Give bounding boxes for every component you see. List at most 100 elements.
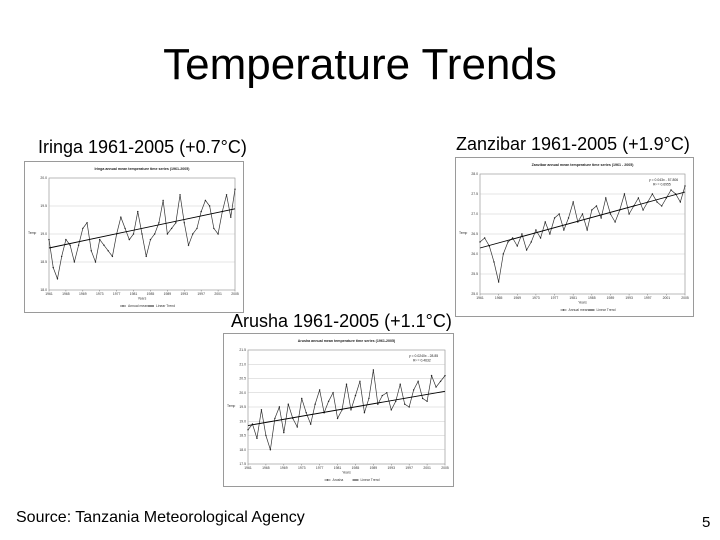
data-point (204, 199, 207, 202)
data-point (544, 221, 546, 223)
legend-label-trend: Linear Trend (597, 308, 616, 312)
data-point (52, 266, 54, 269)
chart-title: Arusha annual mean temperature time seri… (298, 339, 396, 343)
x-axis-label: Years (138, 297, 147, 301)
data-point (301, 397, 303, 400)
data-point (497, 281, 500, 283)
legend-swatch-marker (562, 309, 565, 311)
data-point (637, 197, 640, 199)
y-tick-label: 20.5 (239, 377, 246, 381)
data-point (581, 213, 584, 215)
data-point (269, 449, 272, 451)
legend-swatch-marker (326, 479, 329, 481)
iringa-chart-label: Iringa 1961-2005 (+0.7°C) (38, 137, 247, 157)
page-number: 5 (702, 514, 711, 531)
x-tick-label: 1985 (588, 296, 596, 300)
data-point (314, 403, 316, 405)
data-point (549, 233, 551, 235)
data-point (287, 403, 289, 405)
data-point (318, 389, 321, 391)
legend-label-series: Annual mean (128, 304, 148, 308)
data-point (535, 229, 537, 231)
y-axis-label: Temp (227, 404, 235, 408)
data-point (94, 261, 97, 263)
data-point (390, 409, 392, 411)
y-tick-label: 19.0 (239, 419, 246, 423)
data-point (132, 233, 135, 235)
data-point (591, 209, 593, 211)
data-point (670, 189, 672, 191)
data-point (111, 255, 114, 258)
data-point (137, 210, 139, 213)
x-tick-label: 2001 (214, 292, 222, 296)
data-point (124, 227, 126, 230)
data-point (412, 389, 415, 391)
data-point (158, 222, 160, 224)
data-point (511, 237, 514, 239)
data-point (493, 261, 495, 263)
data-point (386, 392, 388, 394)
x-tick-label: 1969 (79, 292, 87, 296)
x-tick-label: 1977 (113, 292, 121, 296)
data-point (628, 213, 630, 215)
x-tick-label: 1985 (352, 466, 360, 470)
zanzibar-chart-label: Zanzibar 1961-2005 (+1.9°C) (456, 134, 690, 154)
x-tick-label: 1961 (45, 292, 53, 296)
y-tick-label: 18.0 (40, 288, 47, 292)
x-tick-label: 1989 (164, 292, 172, 296)
x-tick-label: 1965 (495, 296, 503, 300)
x-tick-label: 1965 (62, 292, 70, 296)
data-point (141, 233, 143, 235)
data-point (656, 201, 658, 203)
x-tick-label: 1977 (551, 296, 559, 300)
data-point (283, 431, 285, 434)
legend-label-series: Annual mean (569, 308, 589, 312)
iringa-chart: Iringa annual mean temperature time seri… (24, 161, 244, 313)
data-point (479, 241, 481, 243)
x-tick-label: 1969 (513, 296, 521, 300)
x-tick-label: 1977 (316, 466, 324, 470)
data-point (90, 250, 92, 252)
data-point (417, 380, 419, 383)
data-point (609, 213, 612, 215)
data-point (183, 222, 185, 224)
data-point (208, 205, 211, 207)
data-point (60, 255, 63, 258)
data-point (200, 210, 202, 213)
x-tick-label: 1965 (262, 466, 270, 470)
data-point (309, 423, 312, 425)
x-tick-label: 1973 (96, 292, 104, 296)
trend-r2: R² = 0.6955 (653, 183, 671, 187)
data-point (350, 409, 352, 411)
data-point (225, 194, 228, 196)
data-point (439, 380, 442, 383)
trend-line (48, 208, 236, 249)
arusha-chart-label: Arusha 1961-2005 (+1.1°C) (231, 311, 452, 331)
arusha-chart-svg: Arusha annual mean temperature time seri… (227, 339, 449, 482)
x-tick-label: 1969 (280, 466, 288, 470)
x-tick-label: 1973 (298, 466, 306, 470)
data-point (539, 237, 542, 239)
y-tick-label: 27.5 (471, 192, 478, 196)
data-point (196, 227, 198, 230)
x-axis-label: Years (578, 301, 587, 305)
data-point (230, 216, 232, 218)
y-tick-label: 21.0 (239, 362, 246, 366)
zanzibar-chart: Zanzibar annual mean temperature time se… (455, 157, 694, 317)
data-point (175, 222, 177, 224)
data-point (247, 429, 249, 431)
data-point (661, 205, 663, 207)
data-point (595, 205, 598, 207)
iringa-chart-svg: Iringa annual mean temperature time seri… (28, 167, 239, 308)
x-tick-label: 2005 (441, 466, 449, 470)
data-point (421, 397, 424, 400)
data-point (256, 437, 258, 440)
x-tick-label: 2005 (681, 296, 689, 300)
legend-label-series: Arusha (333, 478, 344, 482)
data-point (187, 244, 190, 246)
arusha-chart: Arusha annual mean temperature time seri… (223, 333, 454, 487)
data-point (48, 238, 50, 241)
data-point (345, 383, 348, 385)
data-point (86, 222, 88, 224)
data-point (107, 250, 109, 252)
